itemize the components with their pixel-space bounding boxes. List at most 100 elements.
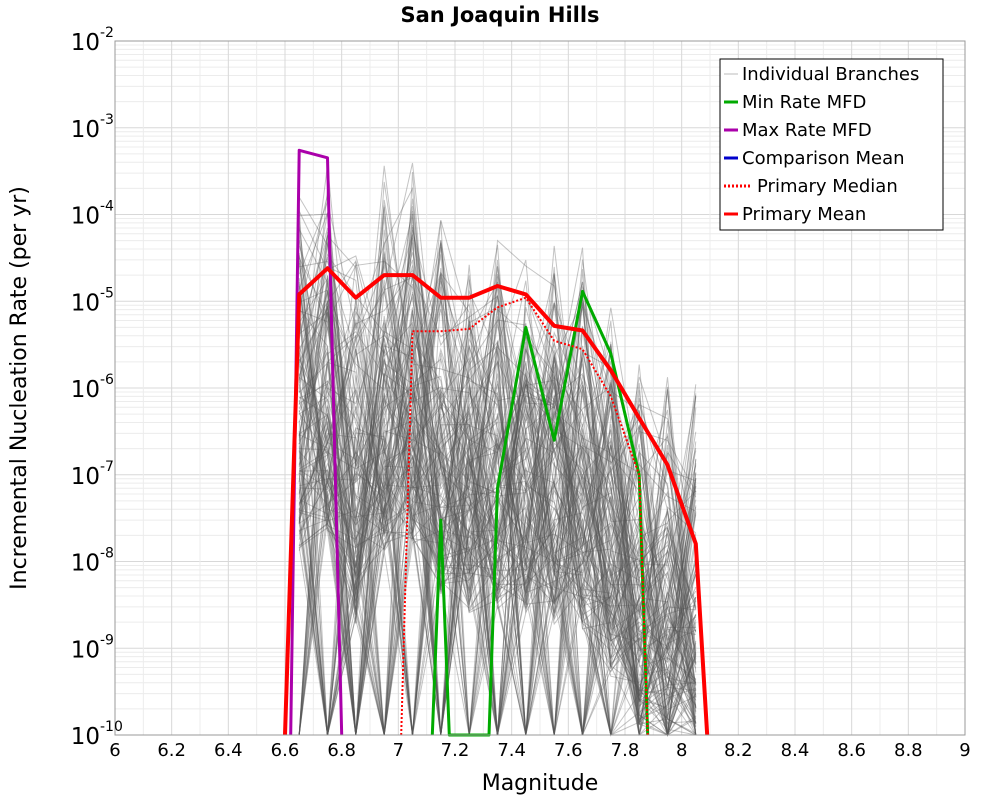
y-tick-exponent: -7 xyxy=(100,459,114,475)
branch-line xyxy=(298,242,697,736)
branch-line xyxy=(298,226,697,707)
x-tick-label: 6.2 xyxy=(157,740,186,761)
branch-line xyxy=(298,294,696,736)
branch-line xyxy=(298,348,697,736)
branch-line xyxy=(298,278,697,736)
y-tick-label: 10 xyxy=(71,290,100,316)
x-tick-label: 6.4 xyxy=(214,740,243,761)
y-tick-exponent: -3 xyxy=(100,112,114,128)
series-lines xyxy=(283,148,710,737)
branch-line xyxy=(298,215,696,736)
branch-line xyxy=(298,277,697,736)
y-axis-label: Incremental Nucleation Rate (per yr) xyxy=(7,186,32,590)
branch-line xyxy=(298,319,697,736)
branch-line xyxy=(298,306,697,688)
x-tick-label: 8.4 xyxy=(781,740,810,761)
branch-line xyxy=(298,342,697,736)
branch-line xyxy=(298,195,697,702)
branch-line xyxy=(298,241,697,704)
branch-line xyxy=(298,346,697,736)
branch-line xyxy=(298,342,697,736)
branch-line xyxy=(298,322,697,736)
branch-line xyxy=(299,260,697,736)
branch-line xyxy=(298,230,697,685)
y-tick-exponent: -10 xyxy=(100,719,123,735)
y-tick-label: 10 xyxy=(71,637,100,663)
branch-line xyxy=(298,280,697,736)
branch-line xyxy=(298,373,697,736)
branch-line xyxy=(299,260,697,736)
branch-line xyxy=(298,212,697,736)
x-tick-label: 7.4 xyxy=(497,740,526,761)
branch-line xyxy=(298,295,697,736)
branch-line xyxy=(298,304,697,736)
branch-line xyxy=(299,299,697,736)
y-tick-exponent: -6 xyxy=(100,372,114,388)
x-axis-ticks: 6 6.2 6.4 6.6 6.8 7 7.2 7.4 7.6 7.8 8 8.2 8.4 8.6 8.8 9 xyxy=(109,740,970,761)
branch-line xyxy=(298,259,697,736)
branch-line xyxy=(298,320,697,736)
branch-line xyxy=(298,186,697,736)
branch-line xyxy=(298,296,697,736)
branch-line xyxy=(298,300,697,736)
branch-line xyxy=(298,276,696,736)
legend-entry: Primary Mean xyxy=(742,204,866,225)
branch-line xyxy=(298,306,697,697)
x-tick-label: 7 xyxy=(393,740,404,761)
x-tick-label: 9 xyxy=(959,740,970,761)
y-tick-label: 10 xyxy=(71,464,100,490)
series-min-rate-mfd xyxy=(430,289,650,737)
grid xyxy=(114,41,966,736)
branch-line xyxy=(298,371,697,736)
branch-line xyxy=(298,234,697,736)
y-tick-label: 10 xyxy=(71,204,100,230)
legend-box xyxy=(719,58,944,231)
branch-line xyxy=(298,346,697,699)
y-tick-exponent: -8 xyxy=(100,546,114,562)
y-tick-label: 10 xyxy=(71,117,100,143)
y-tick-exponent: -4 xyxy=(100,199,114,215)
branch-line xyxy=(298,165,697,664)
branch-line xyxy=(298,207,697,736)
branch-line xyxy=(298,311,697,736)
branch-line xyxy=(298,220,697,736)
branch-line xyxy=(298,189,697,737)
y-tick-exponent: -2 xyxy=(100,25,114,41)
branch-line xyxy=(298,282,696,633)
branch-line xyxy=(298,266,697,736)
branch-line xyxy=(298,242,697,736)
branch-line xyxy=(298,217,697,652)
legend-entry: Primary Median xyxy=(757,176,898,197)
branch-line xyxy=(298,210,697,736)
branch-line xyxy=(298,283,697,736)
branch-line xyxy=(298,220,697,736)
plot-frame xyxy=(114,40,966,736)
branch-line xyxy=(299,349,697,736)
branch-line xyxy=(298,404,697,736)
branch-line xyxy=(298,327,697,736)
branch-line xyxy=(298,242,696,736)
branch-line xyxy=(298,308,697,736)
branch-line xyxy=(299,213,696,736)
x-tick-label: 8.8 xyxy=(894,740,923,761)
branch-line xyxy=(298,321,697,736)
branch-line xyxy=(298,390,697,736)
branch-line xyxy=(299,302,697,736)
branch-line xyxy=(298,267,697,736)
branch-line xyxy=(298,344,696,736)
legend-entry: Min Rate MFD xyxy=(742,92,866,113)
branch-line xyxy=(298,224,697,736)
branch-line xyxy=(298,354,697,736)
branch-line xyxy=(298,379,697,736)
branch-line xyxy=(298,269,697,736)
branch-line xyxy=(298,199,697,736)
branch-line xyxy=(298,275,697,736)
branch-line xyxy=(298,380,697,736)
branch-line xyxy=(298,264,697,736)
y-tick-exponent: -9 xyxy=(100,632,114,648)
legend-entry: Comparison Mean xyxy=(742,148,905,169)
branch-line xyxy=(298,240,697,736)
branch-line xyxy=(298,302,697,736)
branch-line xyxy=(298,293,697,736)
